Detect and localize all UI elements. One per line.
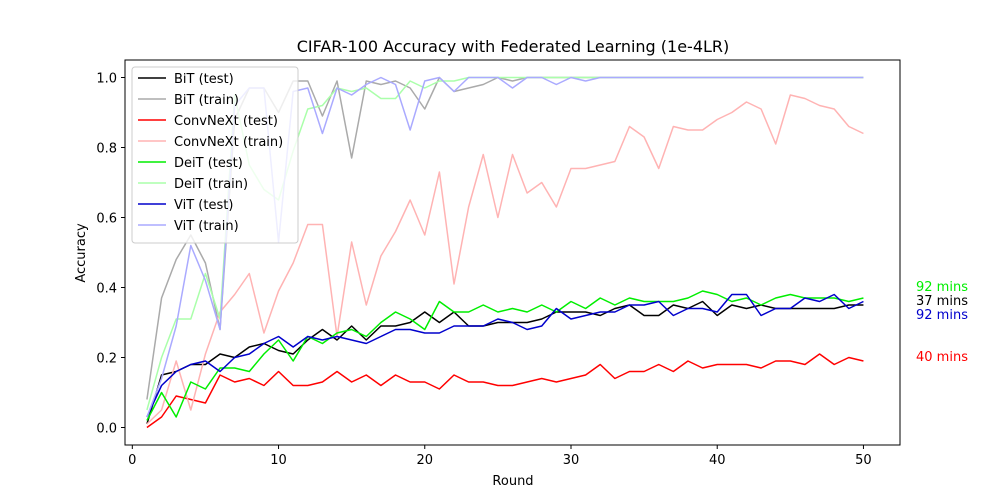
y-tick-label: 0.4	[96, 282, 117, 297]
y-tick-label: 0.0	[96, 422, 117, 437]
legend-entry: DeiT (test)	[174, 156, 243, 171]
x-tick-label: 0	[128, 453, 136, 468]
y-tick-label: 1.0	[96, 72, 117, 87]
x-axis-label: Round	[492, 474, 533, 489]
legend-entry: DeiT (train)	[174, 177, 248, 192]
axes-layer: 0 10 20 30 40 50 0.0 0.2 0.4 0.6 0.8 1.0	[96, 59, 901, 468]
y-axis-label: Accuracy	[74, 223, 89, 283]
training-time-annotation: 40 mins	[916, 350, 968, 365]
y-tick-label: 0.8	[96, 142, 117, 157]
series-line-3	[146, 94, 864, 425]
legend-entry: BiT (train)	[174, 93, 239, 108]
legend-entry: ConvNeXt (train)	[174, 135, 283, 150]
chart-title: CIFAR-100 Accuracy with Federated Learni…	[297, 37, 730, 56]
legend-entry: ViT (train)	[174, 219, 239, 234]
training-time-annotation: 37 mins	[916, 294, 968, 309]
y-tick-label: 0.6	[96, 212, 117, 227]
series-line-4	[146, 290, 864, 421]
training-time-annotation: 92 mins	[916, 308, 968, 323]
x-tick-label: 20	[416, 453, 433, 468]
plot-frame	[124, 59, 901, 446]
series-line-0	[146, 300, 864, 425]
legend-box	[131, 66, 299, 244]
x-tick-label: 40	[709, 453, 726, 468]
x-tick-label: 50	[855, 453, 872, 468]
legend-entry: BiT (test)	[174, 72, 234, 87]
training-time-annotation: 92 mins	[916, 280, 968, 295]
series-line-2	[146, 353, 864, 429]
x-tick-label: 10	[270, 453, 287, 468]
legend-entry: ViT (test)	[174, 198, 233, 213]
y-tick-label: 0.2	[96, 352, 117, 367]
legend: BiT (test) BiT (train) ConvNeXt (test) Conv…	[131, 66, 299, 244]
x-tick-label: 30	[563, 453, 580, 468]
series-line-6	[146, 293, 864, 418]
legend-entry: ConvNeXt (test)	[174, 114, 278, 129]
